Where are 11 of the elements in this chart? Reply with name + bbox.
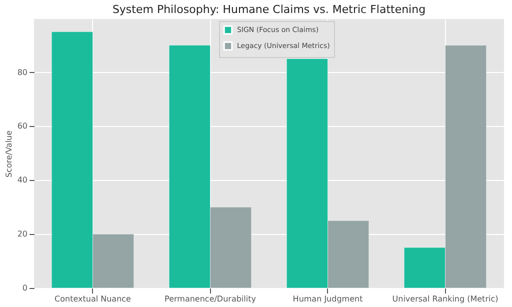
x-tick-label: Contextual Nuance <box>54 294 132 304</box>
y-tick-label: 40 <box>17 176 28 185</box>
y-tick-label: 0 <box>22 284 28 292</box>
x-tick-label: Universal Ranking (Metric) <box>392 294 498 304</box>
y-tick-label: 60 <box>17 122 28 131</box>
chart-title: System Philosophy: Humane Claims vs. Metric Flattening <box>112 3 426 16</box>
y-tick-label: 20 <box>17 230 28 239</box>
y-axis-title: Score/Value <box>4 130 14 178</box>
y-tick-label: 80 <box>17 68 28 77</box>
x-tick-label: Permanence/Durability <box>164 294 256 304</box>
x-tick-label: Human Judgment <box>292 294 363 304</box>
